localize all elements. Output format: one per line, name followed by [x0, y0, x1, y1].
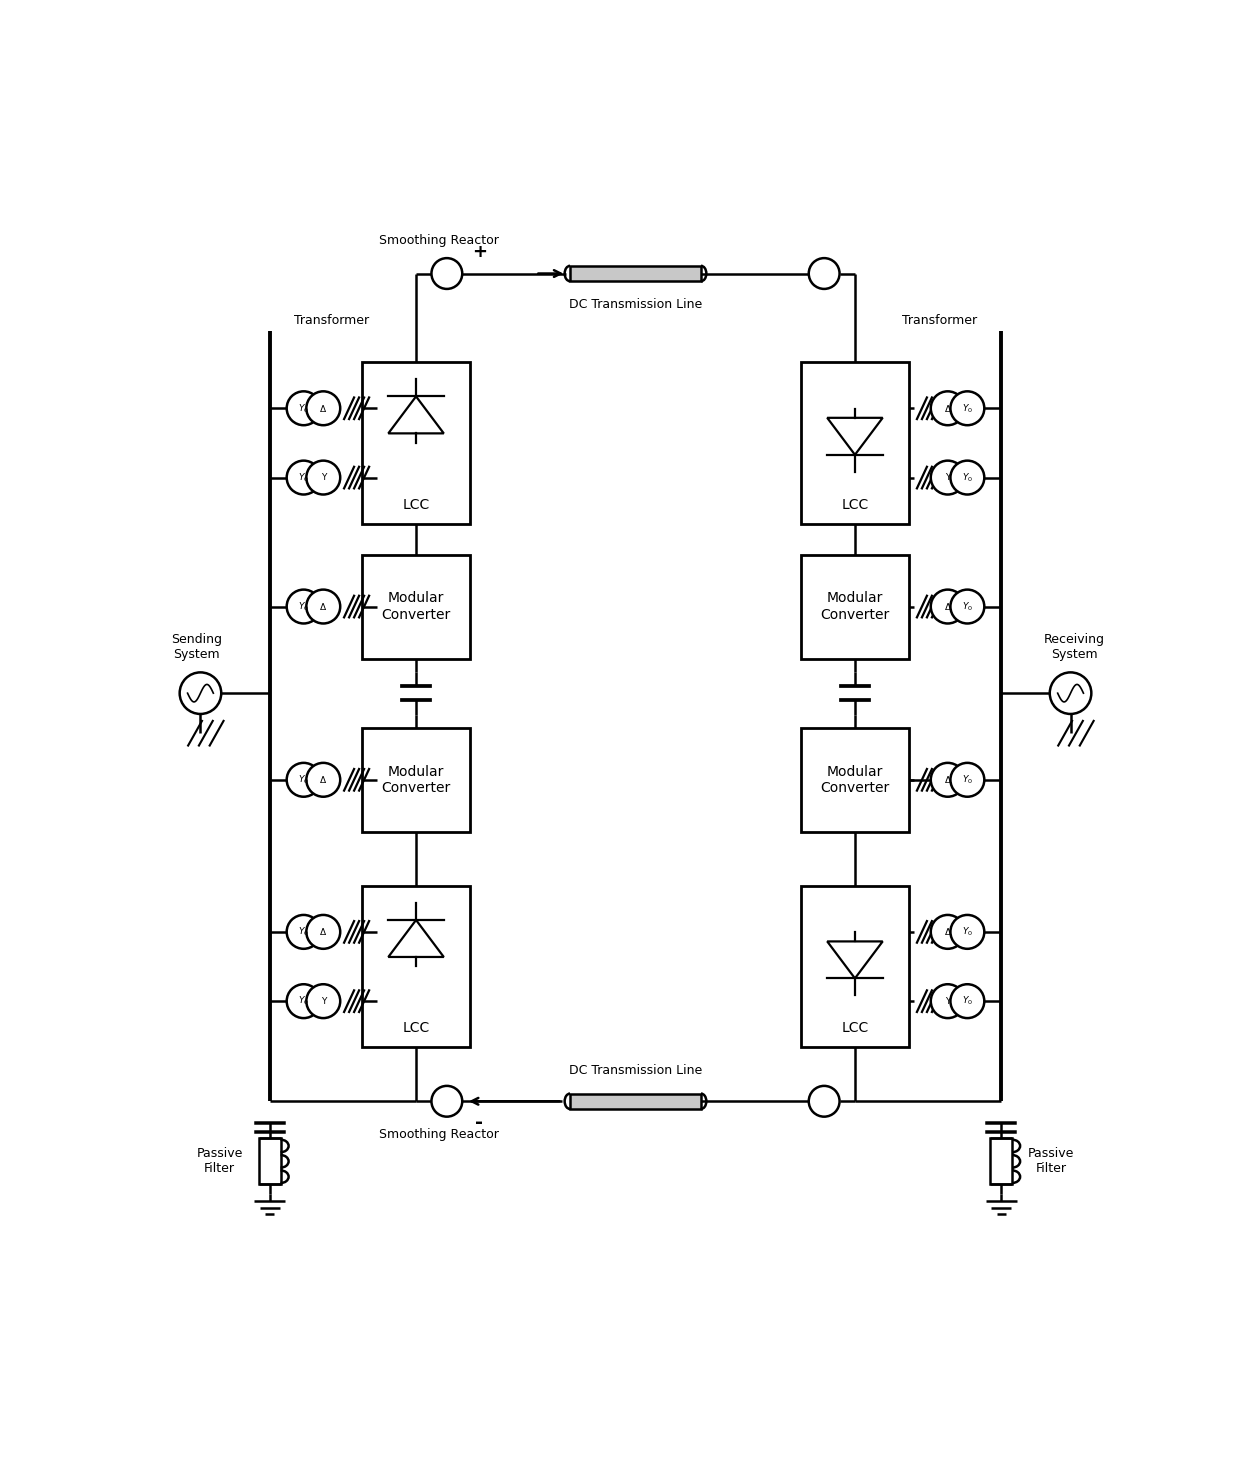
- Circle shape: [950, 391, 985, 426]
- Text: Y: Y: [945, 997, 950, 1006]
- Text: $\Delta$: $\Delta$: [319, 601, 327, 612]
- Text: Receiving
System: Receiving System: [1044, 633, 1105, 660]
- Bar: [259, 1139, 280, 1184]
- Bar: [801, 728, 909, 831]
- Text: DC Transmission Line: DC Transmission Line: [569, 297, 702, 311]
- Circle shape: [808, 258, 839, 289]
- Circle shape: [931, 461, 965, 494]
- Text: $Y_0$: $Y_0$: [298, 471, 309, 484]
- Circle shape: [432, 1086, 463, 1117]
- Circle shape: [286, 391, 321, 426]
- Bar: [570, 265, 701, 281]
- Circle shape: [931, 984, 965, 1018]
- Text: Transformer: Transformer: [294, 315, 370, 328]
- Text: $Y_0$: $Y_0$: [962, 471, 973, 484]
- Text: Modular
Converter: Modular Converter: [821, 592, 889, 621]
- Text: LCC: LCC: [841, 497, 868, 512]
- Text: Modular
Converter: Modular Converter: [382, 592, 450, 621]
- Text: Passive
Filter: Passive Filter: [1028, 1147, 1075, 1175]
- Text: -: -: [475, 1114, 484, 1133]
- Text: $\Delta$: $\Delta$: [944, 774, 952, 786]
- Text: $Y_0$: $Y_0$: [298, 774, 309, 786]
- Circle shape: [950, 589, 985, 624]
- Text: Smoothing Reactor: Smoothing Reactor: [379, 233, 498, 246]
- Circle shape: [286, 461, 321, 494]
- Circle shape: [950, 984, 985, 1018]
- Text: Modular
Converter: Modular Converter: [821, 764, 889, 795]
- Text: $Y_0$: $Y_0$: [298, 601, 309, 612]
- Text: $\Delta$: $\Delta$: [944, 926, 952, 937]
- Circle shape: [306, 391, 340, 426]
- Text: Modular
Converter: Modular Converter: [382, 764, 450, 795]
- Bar: [801, 554, 909, 659]
- Text: $\Delta$: $\Delta$: [319, 774, 327, 786]
- Circle shape: [286, 763, 321, 796]
- Bar: [801, 362, 909, 523]
- Text: $\Delta$: $\Delta$: [319, 402, 327, 414]
- Text: Smoothing Reactor: Smoothing Reactor: [379, 1128, 498, 1142]
- Circle shape: [306, 589, 340, 624]
- Text: $\Delta$: $\Delta$: [319, 926, 327, 937]
- Text: Y: Y: [321, 997, 326, 1006]
- Text: Sending
System: Sending System: [171, 633, 222, 660]
- Text: Transformer: Transformer: [901, 315, 977, 328]
- Text: Y: Y: [945, 472, 950, 483]
- Circle shape: [931, 589, 965, 624]
- Circle shape: [931, 391, 965, 426]
- Circle shape: [432, 258, 463, 289]
- Circle shape: [286, 589, 321, 624]
- Circle shape: [180, 672, 221, 714]
- Text: $Y_0$: $Y_0$: [298, 926, 309, 937]
- Bar: [362, 885, 470, 1047]
- Text: $Y_0$: $Y_0$: [962, 994, 973, 1007]
- Text: $\Delta$: $\Delta$: [944, 402, 952, 414]
- Text: LCC: LCC: [403, 497, 430, 512]
- Circle shape: [950, 763, 985, 796]
- Text: Y: Y: [321, 472, 326, 483]
- Circle shape: [286, 984, 321, 1018]
- Bar: [362, 554, 470, 659]
- Circle shape: [808, 1086, 839, 1117]
- Circle shape: [306, 763, 340, 796]
- Text: $\Delta$: $\Delta$: [944, 601, 952, 612]
- Circle shape: [950, 461, 985, 494]
- Bar: [362, 362, 470, 523]
- Circle shape: [950, 916, 985, 949]
- Circle shape: [306, 461, 340, 494]
- Bar: [801, 885, 909, 1047]
- Circle shape: [931, 763, 965, 796]
- Text: $Y_0$: $Y_0$: [298, 402, 309, 414]
- Bar: [991, 1139, 1012, 1184]
- Text: Passive
Filter: Passive Filter: [196, 1147, 243, 1175]
- Text: $Y_0$: $Y_0$: [962, 926, 973, 937]
- Circle shape: [1050, 672, 1091, 714]
- Circle shape: [286, 916, 321, 949]
- Text: $Y_0$: $Y_0$: [962, 402, 973, 414]
- Bar: [362, 728, 470, 831]
- Text: $Y_0$: $Y_0$: [298, 994, 309, 1007]
- Circle shape: [306, 984, 340, 1018]
- Bar: [570, 1094, 701, 1110]
- Text: LCC: LCC: [841, 1021, 868, 1035]
- Circle shape: [306, 916, 340, 949]
- Text: $Y_0$: $Y_0$: [962, 774, 973, 786]
- Text: +: +: [471, 243, 486, 261]
- Circle shape: [931, 916, 965, 949]
- Text: DC Transmission Line: DC Transmission Line: [569, 1064, 702, 1076]
- Text: LCC: LCC: [403, 1021, 430, 1035]
- Text: $Y_0$: $Y_0$: [962, 601, 973, 612]
